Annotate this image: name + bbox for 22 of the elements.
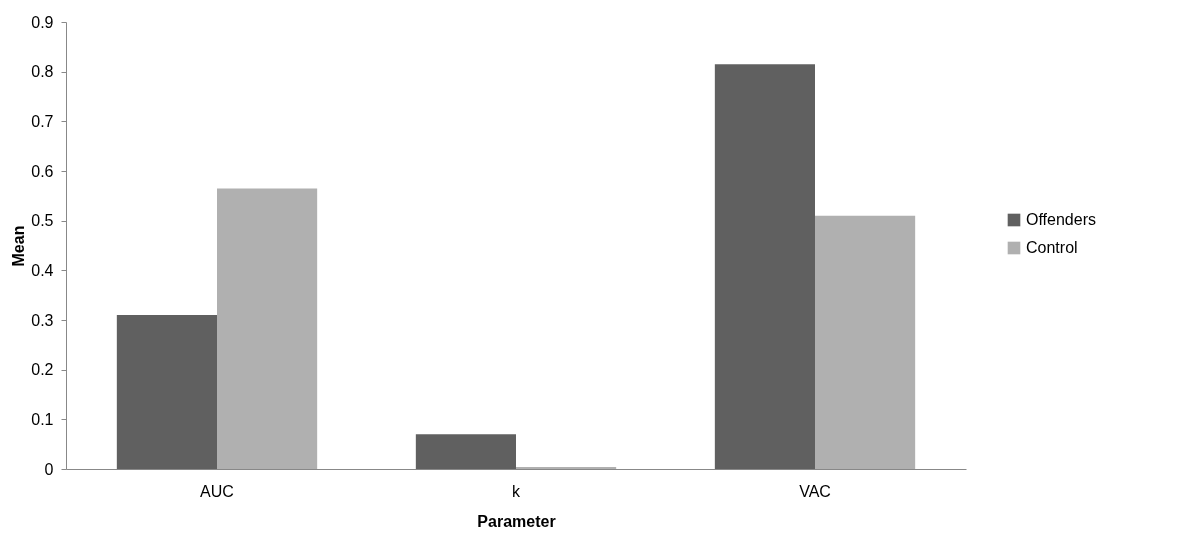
bar	[116, 315, 217, 469]
y-tick-label: 0	[44, 460, 54, 478]
y-tick-label: 0.5	[31, 212, 54, 230]
x-tick-label: AUC	[200, 482, 234, 500]
y-tick-label: 0.7	[31, 112, 54, 130]
y-tick-label: 0.8	[31, 63, 54, 81]
y-tick-label: 0.1	[31, 410, 54, 428]
y-tick-label: 0.3	[31, 311, 54, 329]
x-tick-label: k	[512, 482, 521, 500]
legend-label: Control	[1026, 239, 1078, 256]
bar	[815, 215, 916, 469]
y-axis-title: Mean	[10, 225, 28, 267]
x-tick-label: VAC	[799, 482, 831, 500]
y-tick-label: 0.9	[31, 13, 54, 31]
y-tick-label: 0.6	[31, 162, 54, 180]
bar	[714, 64, 815, 469]
y-tick-label: 0.2	[31, 361, 54, 379]
bar	[415, 434, 516, 469]
y-tick-label: 0.4	[31, 261, 54, 279]
bar	[217, 188, 318, 469]
x-axis-title: Parameter	[477, 512, 556, 530]
legend-label: Offenders	[1026, 211, 1096, 228]
